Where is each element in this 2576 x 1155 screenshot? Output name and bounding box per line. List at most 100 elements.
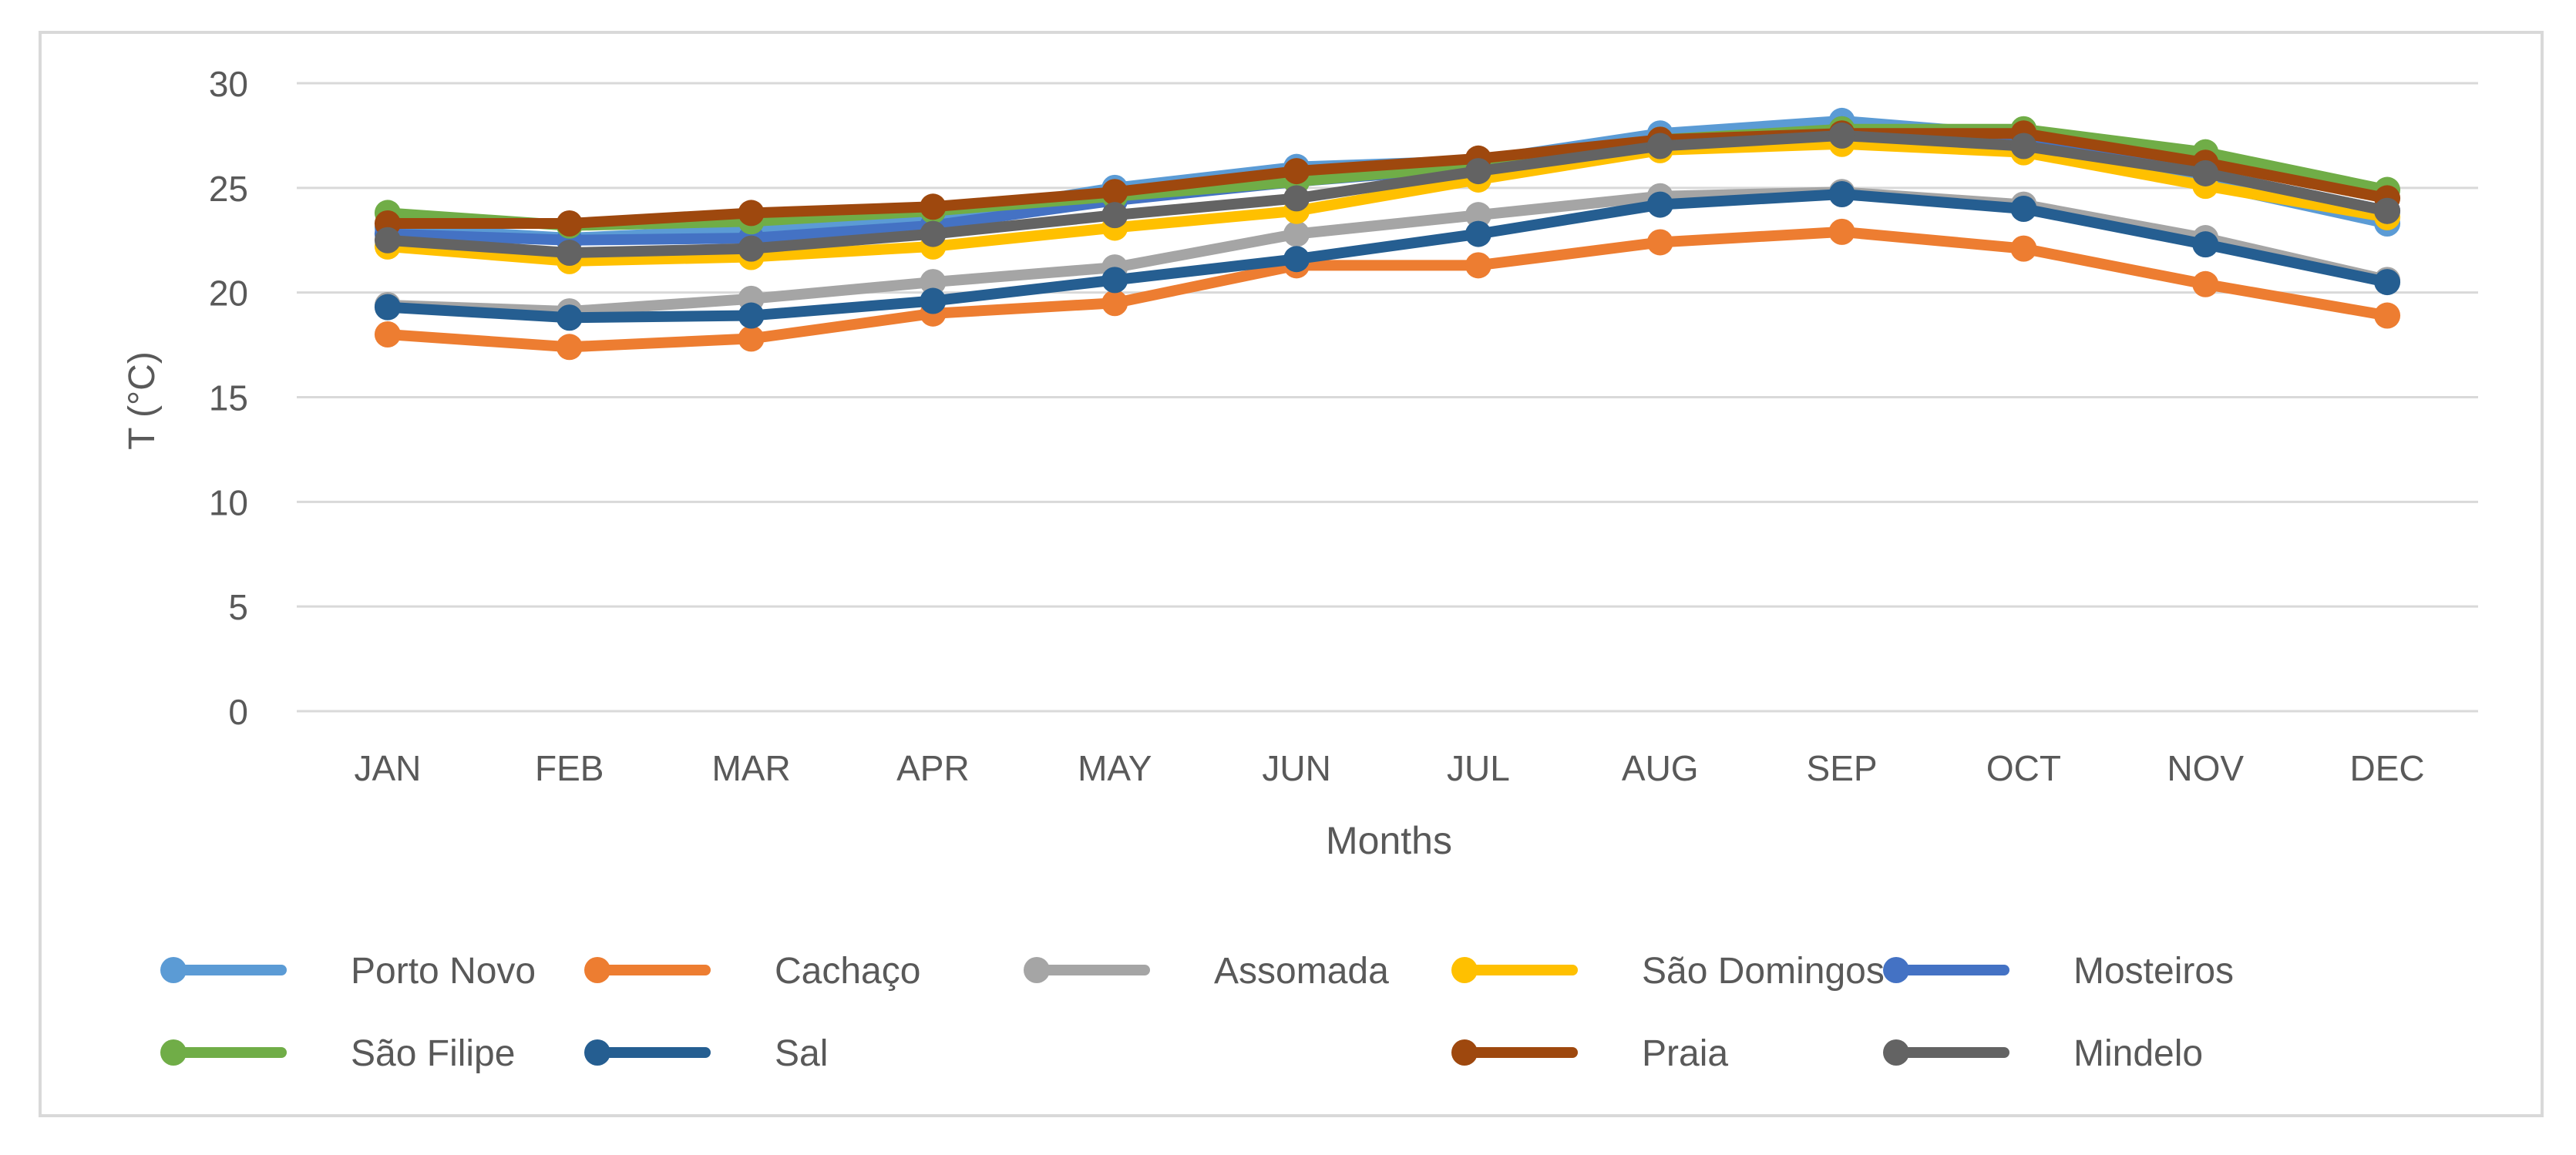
data-point — [556, 304, 583, 331]
x-tick-label: JAN — [354, 748, 421, 788]
y-axis-ticks: 0 5 10 15 20 25 30 — [209, 64, 248, 732]
data-point — [1646, 191, 1673, 218]
legend-item: Sal — [584, 1033, 828, 1074]
x-tick-label: MAY — [1078, 748, 1152, 788]
data-point — [1283, 220, 1310, 247]
y-tick-label: 0 — [228, 692, 248, 732]
data-point — [2374, 302, 2401, 329]
legend-item: Mosteiros — [1883, 951, 2234, 992]
data-point — [556, 334, 583, 361]
legend-label: Praia — [1642, 1033, 1728, 1074]
x-axis-label: Months — [1326, 819, 1452, 862]
data-point — [2010, 196, 2037, 222]
series-line — [382, 128, 2393, 230]
data-point — [738, 235, 765, 262]
x-tick-label: MAR — [711, 748, 790, 788]
data-point — [1465, 252, 1491, 279]
series-line — [382, 188, 2393, 324]
legend-label: São Filipe — [351, 1033, 515, 1074]
data-point — [1101, 290, 1128, 317]
legend-swatch-marker — [160, 1039, 187, 1066]
legend-label: São Domingos — [1642, 951, 1885, 992]
data-point — [738, 302, 765, 329]
data-point — [920, 193, 947, 220]
data-point — [2374, 197, 2401, 224]
data-point — [2192, 231, 2219, 258]
x-tick-label: JUN — [1262, 748, 1330, 788]
legend-label: Porto Novo — [351, 951, 536, 992]
legend-item: Praia — [1451, 1033, 1728, 1074]
data-point — [2010, 133, 2037, 159]
data-point — [1101, 202, 1128, 229]
legend-swatch-marker — [584, 957, 610, 983]
legend-item: Mindelo — [1883, 1033, 2203, 1074]
data-point — [920, 220, 947, 247]
legend-swatch-marker — [1883, 957, 1909, 983]
data-point — [738, 200, 765, 227]
x-tick-label: APR — [896, 748, 970, 788]
x-tick-label: NOV — [2167, 748, 2244, 788]
series-line — [382, 138, 2393, 267]
x-tick-label: DEC — [2350, 748, 2425, 788]
y-tick-label: 10 — [209, 482, 248, 522]
data-point — [1646, 229, 1673, 256]
series-line — [382, 226, 2393, 353]
data-point — [374, 294, 401, 321]
legend-swatch-marker — [1451, 957, 1478, 983]
legend-swatch-marker — [1451, 1039, 1478, 1066]
data-point — [2374, 269, 2401, 296]
legend-item: São Filipe — [160, 1033, 515, 1074]
series-Sal — [374, 180, 2401, 331]
data-point — [738, 325, 765, 352]
data-point — [1828, 218, 1855, 245]
x-tick-label: FEB — [535, 748, 604, 788]
x-tick-label: JUL — [1447, 748, 1510, 788]
x-tick-label: AUG — [1622, 748, 1699, 788]
x-tick-label: OCT — [1986, 748, 2061, 788]
legend-swatch-marker — [1883, 1039, 1909, 1066]
data-point — [1828, 122, 1855, 149]
data-point — [1101, 179, 1128, 206]
data-point — [920, 269, 947, 296]
y-tick-label: 5 — [228, 587, 248, 627]
legend-swatch-marker — [160, 957, 187, 983]
y-tick-label: 30 — [209, 64, 248, 104]
data-point — [2010, 235, 2037, 262]
legend-label: Mindelo — [2073, 1033, 2203, 1074]
data-point — [374, 321, 401, 348]
legend-item: Porto Novo — [160, 951, 536, 992]
legend-label: Cachaço — [775, 951, 920, 992]
y-tick-label: 20 — [209, 274, 248, 314]
data-point — [1465, 220, 1491, 247]
legend-label: Mosteiros — [2073, 951, 2234, 992]
data-point — [556, 210, 583, 237]
data-point — [556, 240, 583, 267]
data-point — [1101, 267, 1128, 294]
data-point — [1283, 158, 1310, 185]
y-tick-label: 25 — [209, 169, 248, 209]
data-point — [920, 287, 947, 314]
x-tick-label: SEP — [1807, 748, 1878, 788]
legend: Porto Novo Cachaço Assomada São Domingos Mos… — [160, 951, 2234, 1074]
data-point — [1465, 158, 1491, 185]
y-tick-label: 15 — [209, 378, 248, 418]
series-lines — [374, 107, 2401, 361]
data-point — [374, 227, 401, 253]
data-point — [2192, 270, 2219, 297]
series-line — [382, 129, 2393, 259]
legend-swatch-marker — [584, 1039, 610, 1066]
legend-item: Assomada — [1024, 951, 1389, 992]
data-point — [1283, 246, 1310, 273]
data-point — [1465, 202, 1491, 229]
legend-label: Sal — [775, 1033, 828, 1074]
series-Mindelo — [374, 122, 2401, 267]
data-point — [1283, 185, 1310, 212]
y-axis-label: T (°C) — [122, 351, 163, 450]
data-point — [1646, 133, 1673, 159]
legend-label: Assomada — [1214, 951, 1389, 992]
legend-item: São Domingos — [1451, 951, 1885, 992]
legend-swatch-marker — [1024, 957, 1050, 983]
legend-item: Cachaço — [584, 951, 920, 992]
data-point — [2192, 159, 2219, 186]
